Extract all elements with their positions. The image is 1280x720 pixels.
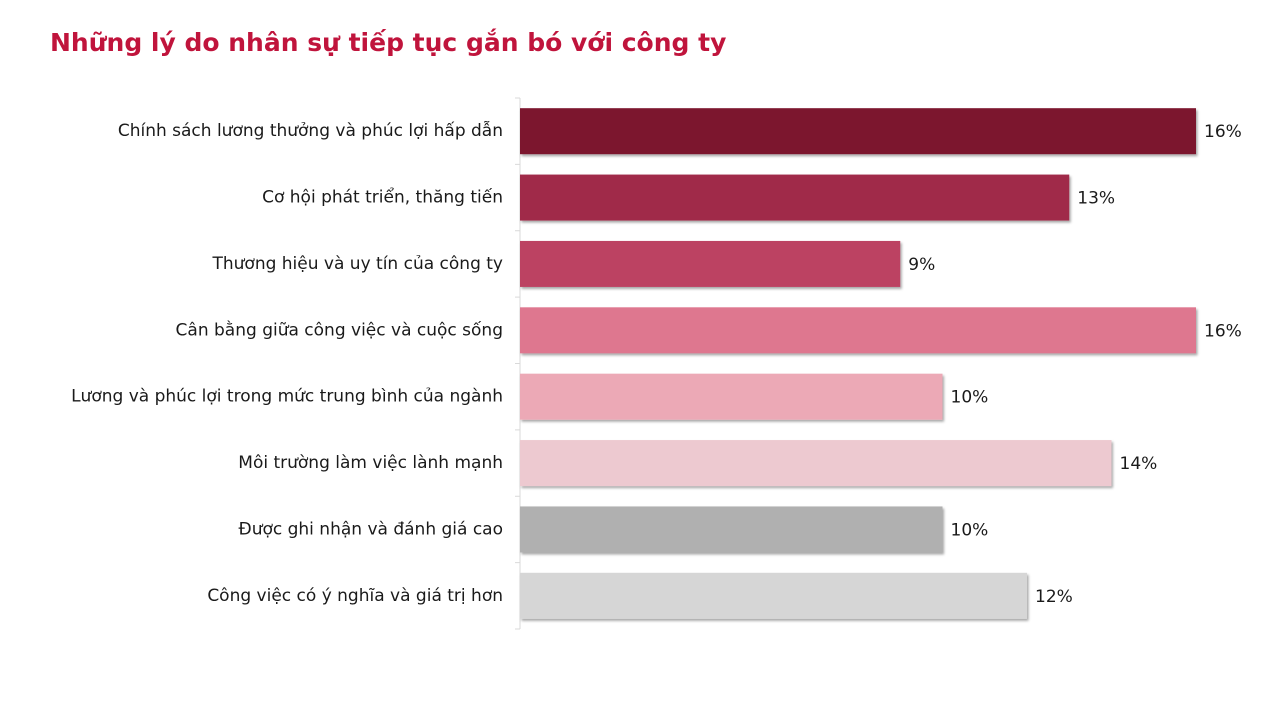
chart-title: Những lý do nhân sự tiếp tục gắn bó với … (50, 28, 727, 57)
bar-3 (520, 240, 901, 287)
value-label: 12% (1035, 587, 1073, 607)
bar-1 (520, 108, 1196, 155)
category-label: Lương và phúc lợi trong mức trung bình c… (71, 387, 503, 407)
category-label: Được ghi nhận và đánh giá cao (239, 519, 503, 539)
value-label: 9% (908, 255, 935, 275)
value-label: 10% (951, 388, 989, 408)
bar-5 (520, 373, 943, 420)
bar-6 (520, 440, 1112, 487)
value-label: 16% (1204, 321, 1242, 341)
category-label: Công việc có ý nghĩa và giá trị hơn (207, 586, 503, 606)
category-label: Môi trường làm việc lành mạnh (238, 453, 503, 473)
bar-7 (520, 506, 943, 553)
category-label: Cơ hội phát triển, thăng tiến (262, 187, 503, 208)
bar-4 (520, 307, 1196, 354)
value-label: 14% (1120, 454, 1158, 474)
category-label: Thương hiệu và uy tín của công ty (211, 254, 503, 274)
category-label: Chính sách lương thưởng và phúc lợi hấp … (118, 120, 503, 141)
value-label: 13% (1077, 189, 1115, 209)
value-label: 10% (951, 520, 989, 540)
bar-8 (520, 572, 1027, 619)
value-label: 16% (1204, 122, 1242, 142)
category-label: Cân bằng giữa công việc và cuộc sống (176, 319, 503, 340)
bar-2 (520, 174, 1070, 221)
